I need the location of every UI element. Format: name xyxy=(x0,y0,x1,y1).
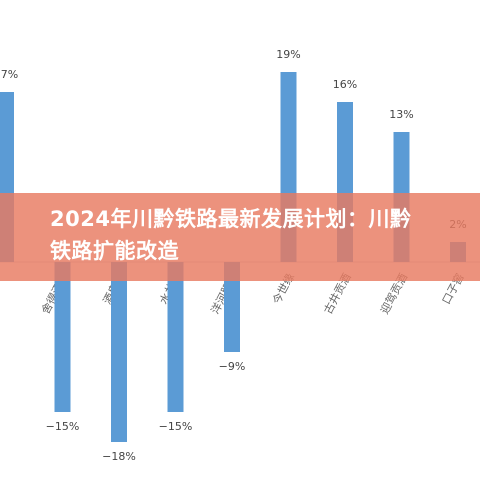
bar xyxy=(167,262,184,412)
chart-title: 2024年川黔铁路最新发展计划：川黔铁路扩能改造 xyxy=(50,207,412,263)
value-label: −15% xyxy=(46,420,80,433)
value-label: 19% xyxy=(276,48,300,61)
bar xyxy=(224,262,240,352)
value-label: 17% xyxy=(0,68,18,81)
value-label: −18% xyxy=(102,450,136,463)
value-label: 13% xyxy=(389,108,413,121)
bar xyxy=(54,262,71,412)
value-label: −9% xyxy=(219,360,246,373)
bar xyxy=(111,262,127,442)
title-banner xyxy=(0,193,480,281)
value-label: −15% xyxy=(159,420,193,433)
value-label: 16% xyxy=(333,78,357,91)
